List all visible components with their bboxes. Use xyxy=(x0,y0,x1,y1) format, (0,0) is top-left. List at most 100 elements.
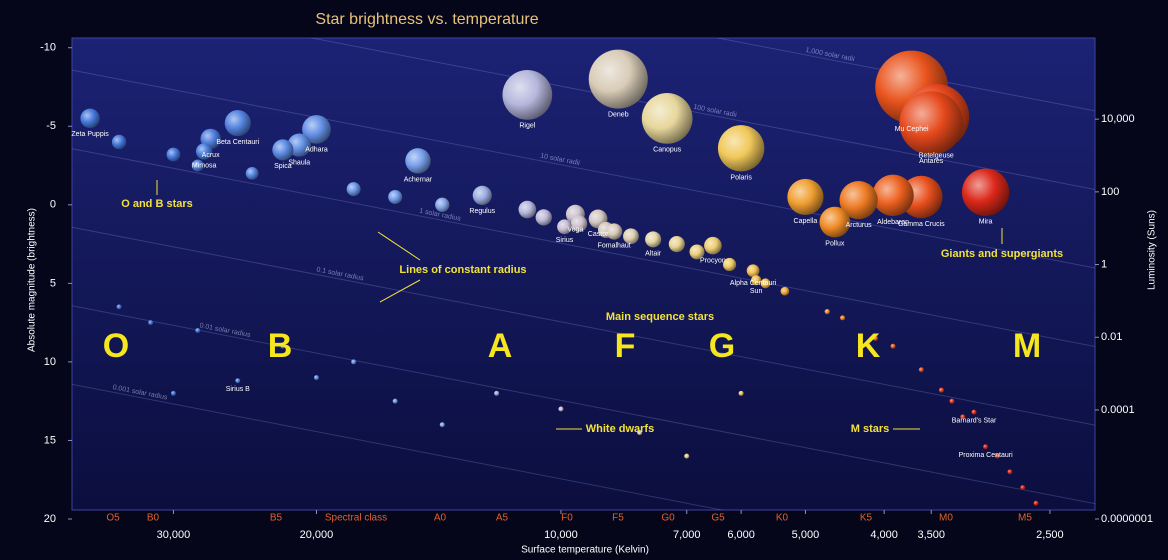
spectral-class: F0 xyxy=(561,513,573,524)
star xyxy=(313,375,319,381)
radius-line xyxy=(72,305,1095,505)
star-label: Zeta Puppis xyxy=(71,131,109,138)
star-label: Betelgeuse xyxy=(919,153,954,160)
spectral-class: F5 xyxy=(612,513,624,524)
star xyxy=(191,159,204,172)
spectral-class: B0 xyxy=(147,513,160,524)
arrows xyxy=(156,180,1003,430)
annotation: Giants and supergiants xyxy=(941,248,1063,260)
star xyxy=(960,414,966,420)
star-label: Mu Cephei xyxy=(895,126,929,133)
star xyxy=(235,378,241,384)
star xyxy=(641,93,693,144)
star-label: Shaula xyxy=(288,160,310,167)
star xyxy=(170,390,176,396)
spectral-class: M5 xyxy=(1018,513,1032,524)
class-letter: A xyxy=(488,327,513,365)
star xyxy=(502,69,553,120)
star xyxy=(684,453,690,459)
star-label: Adhara xyxy=(305,147,328,154)
y-tick-label: 15 xyxy=(44,434,56,446)
spectral-class: G0 xyxy=(661,513,675,524)
y-tick-label: 20 xyxy=(44,513,56,525)
star xyxy=(637,430,643,436)
star xyxy=(899,91,964,155)
star-label: Castor xyxy=(588,231,609,238)
star xyxy=(439,422,445,428)
star xyxy=(245,166,259,180)
spectral-class: K0 xyxy=(776,513,789,524)
star xyxy=(668,236,685,253)
star xyxy=(760,278,771,289)
class-letter: K xyxy=(856,327,881,365)
star xyxy=(405,148,431,174)
x-axis-label: Surface temperature (Kelvin) xyxy=(521,545,649,556)
spectral-class: O5 xyxy=(106,513,120,524)
y2-tick-label: 0.0000001 xyxy=(1101,513,1153,525)
star-label: Altair xyxy=(645,250,662,257)
radius-line xyxy=(72,148,1095,348)
star xyxy=(116,304,122,310)
x-tick-label: 3,500 xyxy=(917,529,945,541)
star xyxy=(535,209,552,226)
star-label: Proxima Centauri xyxy=(959,452,1014,459)
star xyxy=(746,264,760,278)
star xyxy=(558,406,564,412)
y-tick-label: -5 xyxy=(46,120,56,132)
y-tick-label: -10 xyxy=(40,42,56,54)
star xyxy=(722,257,737,272)
y2-tick-label: 10,000 xyxy=(1101,113,1135,125)
spectral-class: A5 xyxy=(496,513,509,524)
star xyxy=(839,180,878,220)
star-label: Sun xyxy=(750,288,763,295)
star xyxy=(388,189,403,204)
star xyxy=(195,327,201,333)
x-tick-label: 7,000 xyxy=(673,529,701,541)
star-label: Deneb xyxy=(608,112,629,119)
star-label: Regulus xyxy=(469,208,495,215)
star-label: Pollux xyxy=(825,240,845,247)
star xyxy=(890,343,896,349)
star-label: Spica xyxy=(274,163,292,170)
star-label: Rigel xyxy=(519,123,535,130)
star-label: Acrux xyxy=(202,152,220,159)
star-label: Polaris xyxy=(730,174,752,181)
star xyxy=(272,139,294,161)
star xyxy=(995,453,1001,459)
class-letter: O xyxy=(103,327,129,365)
star-label: Mira xyxy=(979,219,993,226)
star xyxy=(645,231,662,248)
x-tick-label: 6,000 xyxy=(727,529,755,541)
class-letter: B xyxy=(268,327,293,365)
star-label: Capella xyxy=(794,218,818,225)
star-label: Sirius B xyxy=(226,386,250,393)
x-tick-label: 2,500 xyxy=(1036,529,1064,541)
radius-line xyxy=(309,38,1095,190)
star xyxy=(111,134,127,150)
star xyxy=(588,49,648,109)
star xyxy=(287,133,311,157)
star xyxy=(938,387,944,393)
x-tick-label: 30,000 xyxy=(157,529,191,541)
y-tick-label: 10 xyxy=(44,356,56,368)
star-label: Arcturus xyxy=(846,222,873,229)
x-tick-label: 10,000 xyxy=(544,529,578,541)
star-label: Sirius xyxy=(556,237,574,244)
star-label: Vega xyxy=(567,227,583,234)
star xyxy=(224,110,251,137)
star xyxy=(351,359,357,365)
star xyxy=(166,147,181,162)
x-tick-label: 5,000 xyxy=(792,529,820,541)
annotation: O and B stars xyxy=(121,198,193,210)
star-label: Procyon xyxy=(700,257,726,264)
spectral-class: M0 xyxy=(939,513,953,524)
y-tick-label: 5 xyxy=(50,277,56,289)
star xyxy=(872,335,878,341)
spectral-class: A0 xyxy=(434,513,447,524)
star xyxy=(280,343,286,349)
star-label: Mimosa xyxy=(192,162,217,169)
y2-tick-label: 0.01 xyxy=(1101,331,1122,343)
star xyxy=(1007,469,1013,475)
star-label: Antares xyxy=(919,158,944,165)
